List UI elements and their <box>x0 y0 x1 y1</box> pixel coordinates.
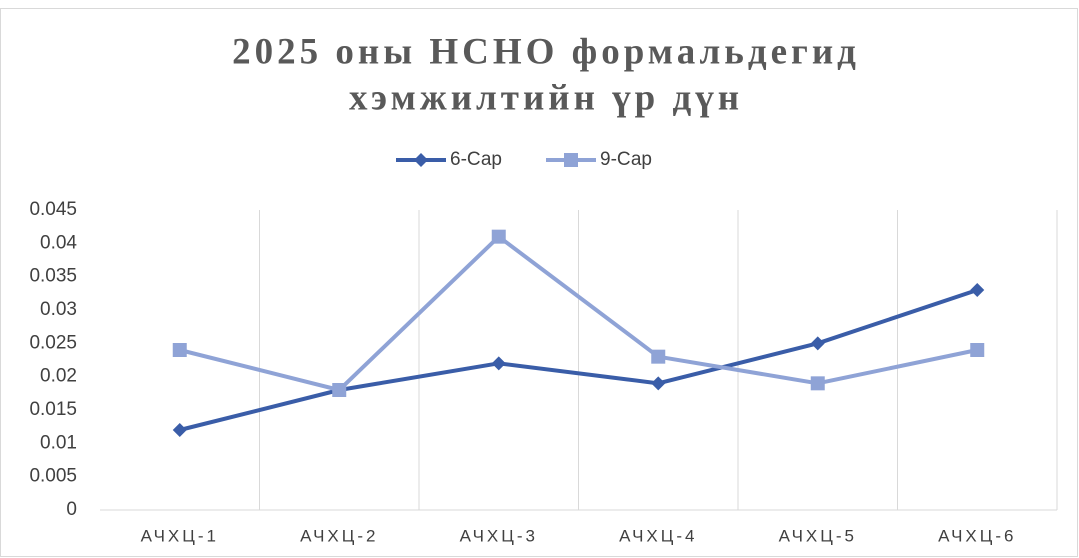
y-tick-label: 0.045 <box>29 199 77 220</box>
legend-marker <box>414 153 428 167</box>
chart-title: хэмжилтийн үр дүн <box>349 77 743 118</box>
y-tick-label: 0.015 <box>29 399 77 420</box>
marker <box>332 383 347 397</box>
y-tick-label: 0.04 <box>40 232 77 253</box>
marker <box>970 283 985 297</box>
legend-marker <box>564 153 578 167</box>
legend-label: 9-Сар <box>600 149 652 170</box>
marker <box>970 343 985 357</box>
x-tick-label: АЧХЦ-4 <box>619 526 697 545</box>
marker <box>651 376 666 391</box>
x-tick-label: АЧХЦ-5 <box>779 526 857 545</box>
x-tick-label: АЧХЦ-1 <box>141 526 219 545</box>
y-tick-label: 0.03 <box>40 299 77 320</box>
marker <box>651 349 666 364</box>
y-tick-label: 0.01 <box>40 432 77 453</box>
series-line <box>179 234 978 392</box>
marker <box>491 229 506 244</box>
marker <box>172 423 187 437</box>
marker <box>172 343 187 357</box>
x-tick-label: АЧХЦ-2 <box>300 526 378 545</box>
y-tick-label: 0.005 <box>29 466 77 487</box>
y-tick-label: 0.025 <box>29 332 77 353</box>
y-tick-label: 0.035 <box>29 266 77 287</box>
marker <box>810 336 825 351</box>
y-tick-label: 0 <box>66 499 77 520</box>
marker <box>810 376 825 391</box>
y-tick-label: 0.02 <box>40 366 77 387</box>
chart-title: 2025 оны НСНО формальдегид <box>232 31 860 72</box>
series-line <box>179 288 978 432</box>
x-tick-label: АЧХЦ-6 <box>938 526 1016 545</box>
x-tick-label: АЧХЦ-3 <box>460 526 538 545</box>
legend-label: 6-Сар <box>450 149 502 170</box>
marker <box>491 356 506 371</box>
